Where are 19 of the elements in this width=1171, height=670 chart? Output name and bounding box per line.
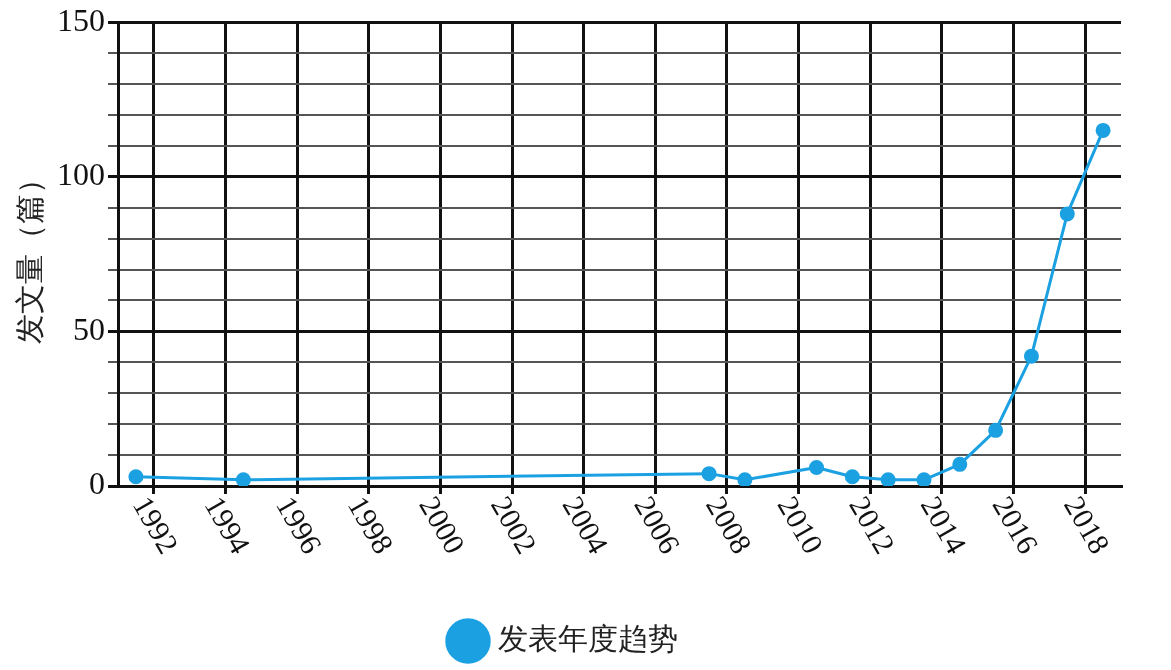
point [916,472,932,486]
point [1059,206,1075,222]
y-tick-label: 100 [57,156,105,193]
point [988,422,1004,438]
y-axis-title: 发文量（篇） [13,164,47,345]
legend-label: 发表年度趋势 [498,622,678,656]
y-tick-label: 150 [57,1,105,38]
point [128,469,144,485]
point [880,472,896,486]
point [1023,348,1039,364]
y-tick-label: 50 [73,310,105,347]
point [737,472,753,486]
point [235,472,251,486]
point [952,456,968,472]
y-tick-label: 0 [89,465,105,502]
point [844,469,860,485]
point [1095,122,1111,138]
point [701,466,717,482]
point [809,459,825,475]
